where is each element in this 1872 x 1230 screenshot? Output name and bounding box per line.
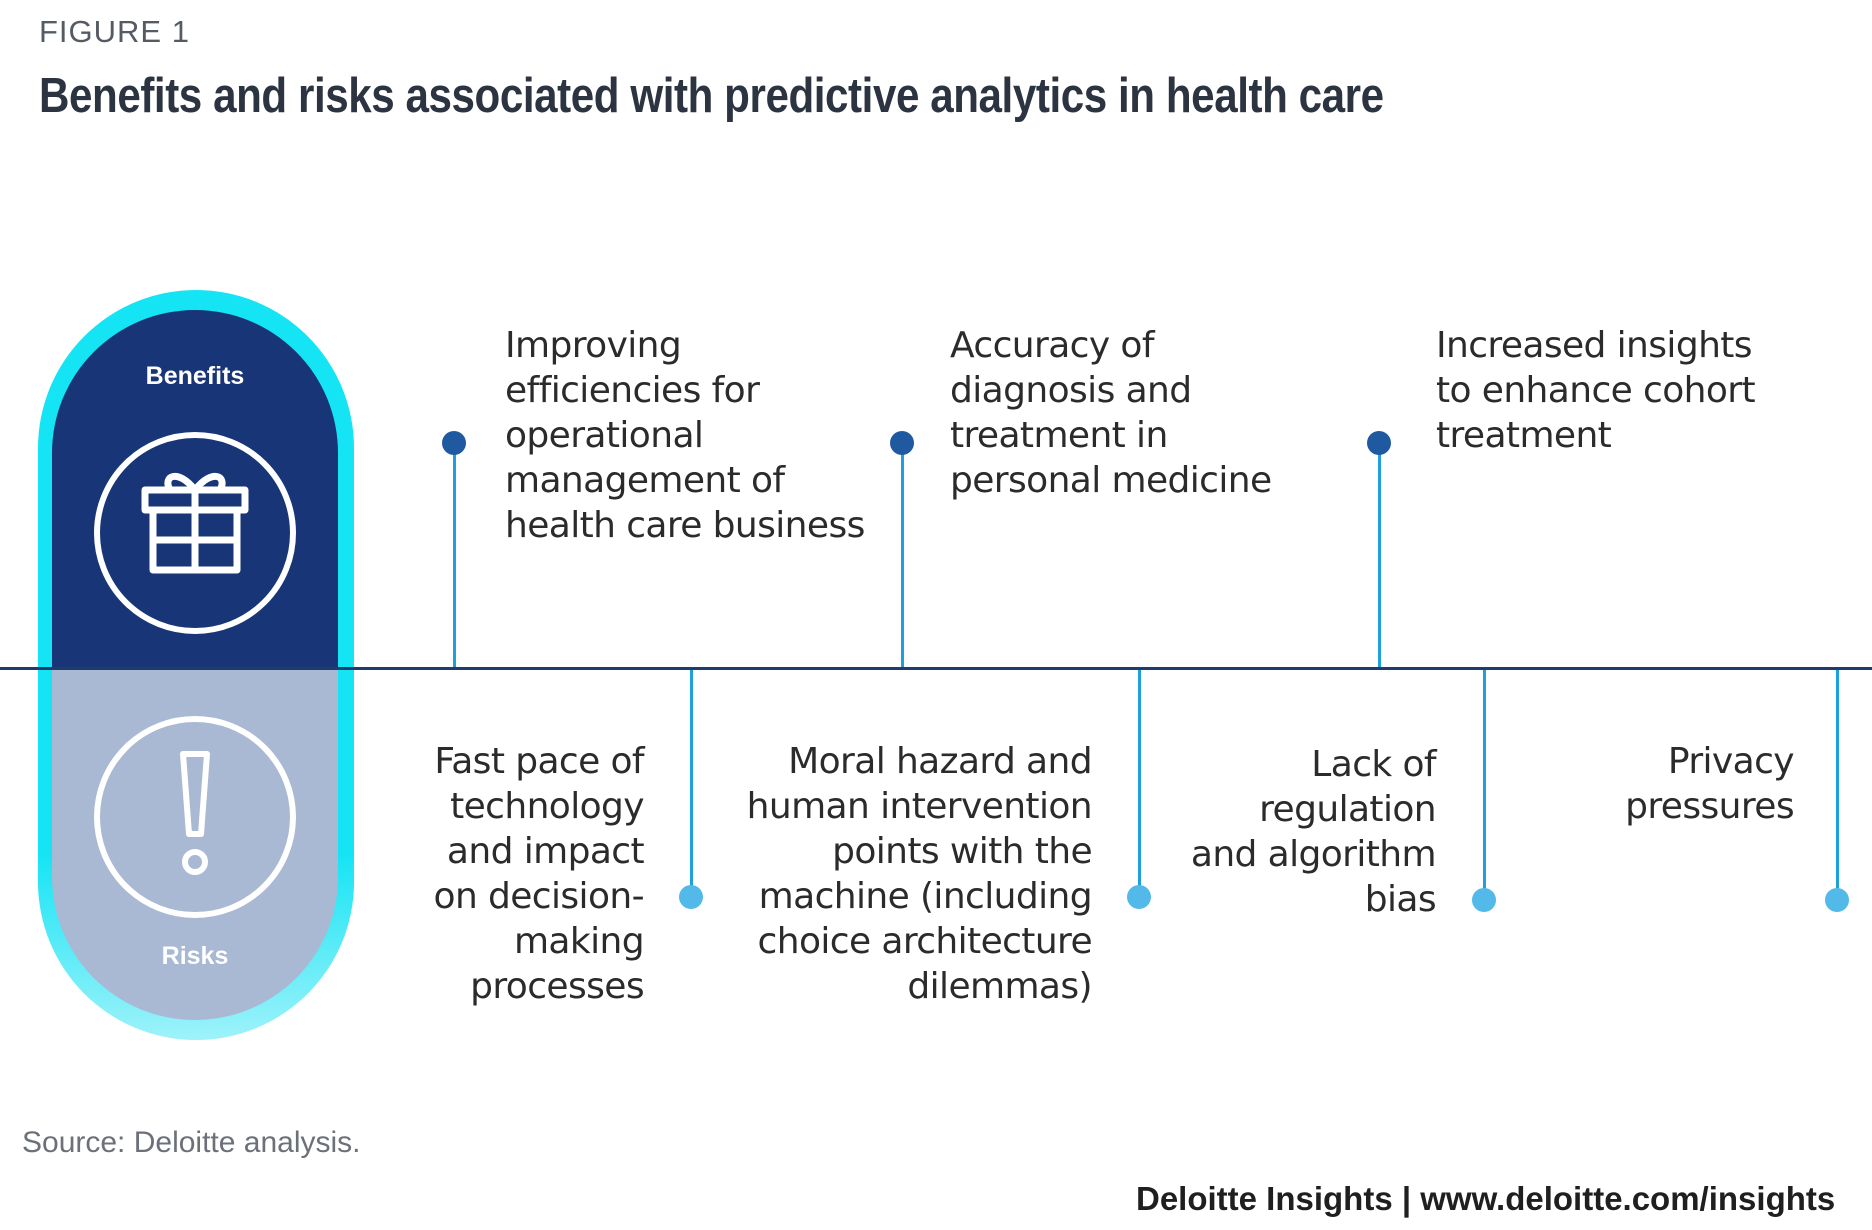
source-note: Source: Deloitte analysis. (22, 1126, 361, 1159)
risk-item-1: Fast pace of technology and impact on de… (433, 741, 645, 1007)
benefits-half: Benefits (52, 310, 338, 670)
risk-item-3: Lack of regulation and algorithm bias (1190, 744, 1437, 920)
risk-item-4: Privacy pressures (1625, 741, 1794, 827)
risk-dot-4 (1825, 888, 1849, 912)
risk-dot-1 (679, 885, 703, 909)
benefit-item-1: Improving efficiencies for operational m… (505, 325, 865, 546)
figure-label: FIGURE 1 (39, 14, 190, 49)
benefit-item-3: Increased insights to enhance cohort tre… (1436, 325, 1756, 456)
benefit-dot-3 (1367, 431, 1391, 455)
divider-axis (0, 667, 1872, 670)
risks-half: Risks (52, 670, 338, 1020)
risk-connector-3 (1483, 670, 1486, 900)
benefit-connector-1 (453, 443, 456, 667)
exclamation-icon (94, 716, 296, 918)
benefit-connector-2 (901, 443, 904, 667)
benefit-item-2: Accuracy of diagnosis and treatment in p… (950, 325, 1272, 501)
pill: Benefits Risks (52, 310, 338, 1020)
figure-title: Benefits and risks associated with predi… (39, 69, 1384, 123)
benefits-label: Benefits (145, 362, 245, 390)
risk-dot-2 (1127, 885, 1151, 909)
gift-icon (94, 432, 296, 634)
risk-connector-4 (1836, 670, 1839, 900)
risk-connector-2 (1138, 670, 1141, 898)
benefit-connector-3 (1378, 443, 1381, 667)
risk-item-2: Moral hazard and human intervention poin… (746, 741, 1093, 1007)
risk-connector-1 (690, 670, 693, 898)
benefit-dot-1 (442, 431, 466, 455)
footer-credit: Deloitte Insights | www.deloitte.com/ins… (1136, 1180, 1836, 1217)
risk-dot-3 (1472, 888, 1496, 912)
benefit-dot-2 (890, 431, 914, 455)
risks-label: Risks (161, 942, 229, 970)
